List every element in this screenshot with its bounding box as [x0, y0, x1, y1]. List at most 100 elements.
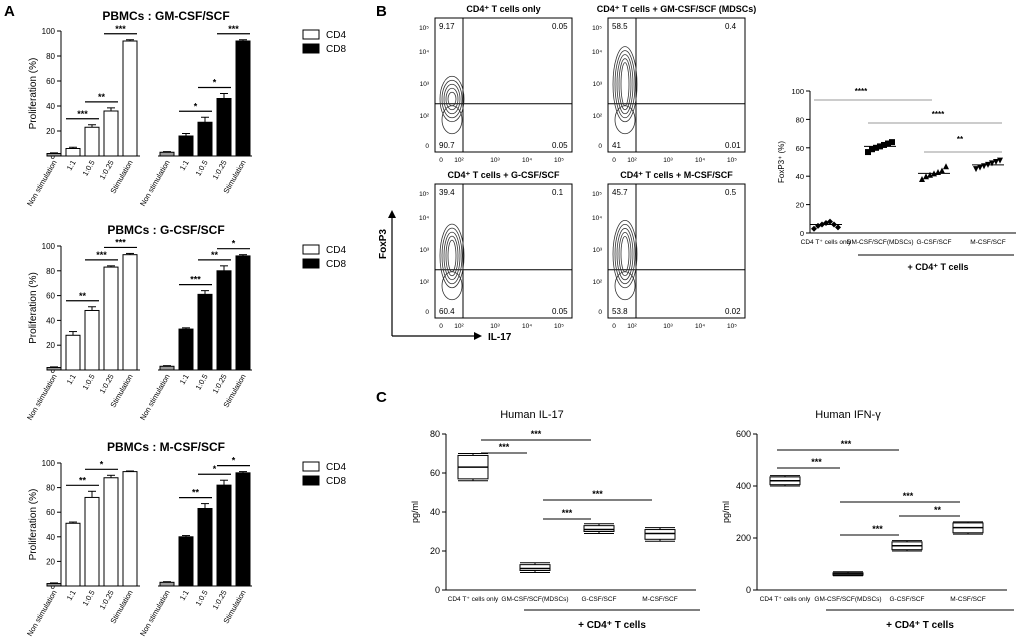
- significance-label: ***: [96, 250, 107, 260]
- flow-y-tick: 0: [425, 143, 429, 150]
- box: [519, 564, 551, 572]
- legend-label-cd4: CD4: [326, 30, 346, 41]
- significance-label: ***: [115, 24, 126, 34]
- flow-plot-title: CD4⁺ T cells + G-CSF/SCF: [447, 170, 560, 180]
- bar-cd8: [159, 365, 175, 371]
- bar-cd8: [216, 270, 232, 371]
- bar-cd4: [103, 110, 119, 157]
- flow-contour: [614, 271, 636, 301]
- bar-cd4: [46, 367, 62, 371]
- bar-cd4: [103, 266, 119, 371]
- flow-x-tick: 10⁴: [522, 157, 532, 164]
- significance-label: ***: [115, 237, 126, 247]
- bar-cd4: [103, 477, 119, 587]
- bar-cd4: [122, 40, 138, 157]
- y-tick-label: 600: [736, 429, 751, 439]
- significance-label: *: [213, 78, 217, 88]
- significance-label: *: [194, 101, 198, 111]
- legend-swatch-cd4: [302, 29, 320, 40]
- flow-plot-title: CD4⁺ T cells only: [466, 4, 540, 14]
- y-tick-label: 80: [796, 115, 804, 124]
- quadrant-value-ll: 53.8: [612, 307, 628, 316]
- bar-cd8: [235, 472, 251, 587]
- legend-label-cd8: CD8: [326, 259, 346, 270]
- x-tick-label: Non stimulation: [138, 589, 172, 638]
- x-tick-label: M-CSF/SCF: [642, 596, 677, 603]
- x-tick-label: 1:0.5: [194, 373, 210, 392]
- y-axis-label: Proliferation (%): [28, 489, 39, 561]
- legend-label-cd8: CD8: [326, 44, 346, 55]
- dot-point-invtri: [993, 159, 999, 165]
- bar-cd8: [178, 328, 194, 371]
- quadrant-value-ur: 0.4: [725, 22, 737, 31]
- y-tick-label: 20: [46, 557, 55, 566]
- chart-title: PBMCs : GM-CSF/SCF: [102, 9, 229, 23]
- bar-cd8: [235, 40, 251, 157]
- flow-x-tick: 10³: [490, 157, 500, 164]
- dot-point-invtri: [989, 160, 995, 167]
- flow-contour: [445, 87, 459, 111]
- dot-point-triangle: [919, 176, 925, 183]
- bar-cd4: [84, 309, 100, 371]
- x-tick-label: CD4 T⁺ cells only: [801, 239, 852, 246]
- quadrant-value-ll: 60.4: [439, 307, 455, 316]
- x-tick-label: 1:1: [65, 589, 78, 603]
- bar-cd4: [46, 583, 62, 587]
- flow-x-tick: 10³: [663, 157, 673, 164]
- chart-title: Human IL-17: [500, 409, 564, 421]
- y-tick-label: 80: [430, 429, 440, 439]
- flow-x-tick: 10²: [454, 157, 464, 164]
- y-tick-label: 20: [796, 201, 804, 210]
- significance-label: ***: [190, 275, 201, 285]
- bar-cd4: [84, 126, 100, 157]
- y-tick-label: 20: [46, 341, 55, 350]
- flow-contour: [614, 105, 636, 135]
- bar-cd8: [178, 135, 194, 157]
- flow-y-tick: 10⁴: [592, 49, 602, 56]
- y-tick-label: 100: [42, 459, 56, 468]
- x-tick-label: G-CSF/SCF: [581, 596, 616, 603]
- flow-x-tick: 10⁴: [695, 323, 705, 330]
- bar-cd8: [159, 581, 175, 587]
- flow-contour: [441, 227, 463, 285]
- x-tick-label: 1:1: [178, 373, 191, 387]
- flow-contour: [443, 231, 461, 281]
- flow-contour: [441, 271, 463, 301]
- y-axis-label: Proliferation (%): [28, 272, 39, 344]
- x-tick-label: CD4 T⁺ cells only: [448, 596, 499, 603]
- x-tick-label: CD4 T⁺ cells only: [760, 596, 811, 603]
- flow-y-tick: 10⁵: [419, 191, 429, 198]
- significance-label: **: [79, 475, 87, 485]
- y-tick-label: 40: [46, 316, 55, 325]
- quadrant-value-ul: 45.7: [612, 188, 628, 197]
- flow-y-tick: 0: [598, 309, 602, 316]
- bar-cd4: [122, 254, 138, 371]
- bar-cd4: [46, 153, 62, 157]
- legend-label-cd4: CD4: [326, 462, 346, 473]
- quadrant-value-lr: 0.01: [725, 141, 741, 150]
- dot-point-square: [889, 139, 895, 146]
- y-tick-label: 0: [800, 229, 804, 238]
- flow-x-tick: 0: [439, 157, 443, 164]
- flow-plot-frame: [607, 183, 746, 319]
- x-tick-label: 1:0.25: [211, 159, 229, 182]
- significance-label: ****: [932, 110, 945, 119]
- y-tick-label: 0: [435, 585, 440, 595]
- flow-x-tick: 0: [612, 323, 616, 330]
- flow-x-tick: 10⁵: [554, 323, 564, 330]
- y-tick-label: 60: [46, 77, 55, 86]
- flow-contour: [443, 83, 461, 115]
- flow-y-tick: 10³: [593, 247, 603, 254]
- x-tick-label: 1:0.5: [81, 589, 97, 608]
- x-tick-label: 1:1: [178, 589, 191, 603]
- box: [583, 525, 615, 533]
- flow-contour: [439, 223, 465, 289]
- x-tick-label: 1:1: [178, 159, 191, 173]
- flow-y-tick: 0: [425, 309, 429, 316]
- bar-cd8: [216, 484, 232, 587]
- bar-cd8: [197, 293, 213, 371]
- quadrant-value-ur: 0.5: [725, 188, 737, 197]
- flow-contour: [439, 75, 465, 123]
- x-tick-label: 1:0.25: [98, 159, 116, 182]
- flow-y-tick: 10²: [420, 113, 430, 120]
